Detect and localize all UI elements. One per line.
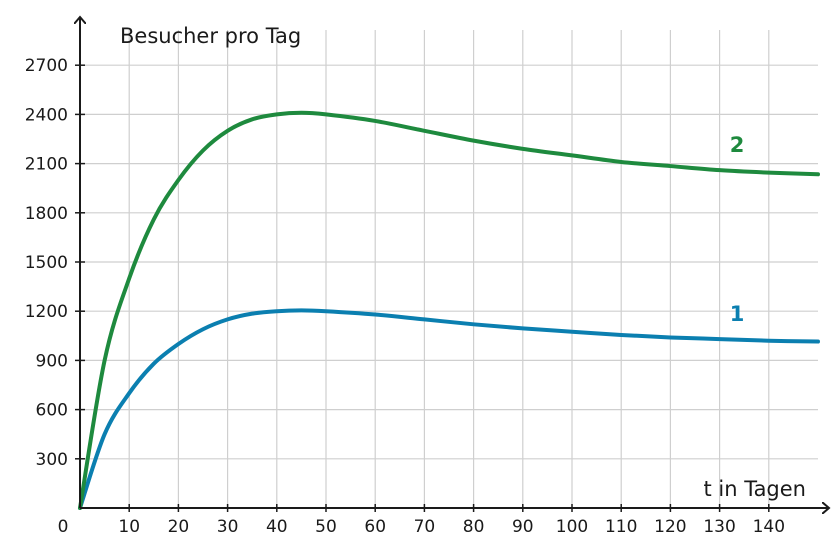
y-tick-label: 300 xyxy=(36,450,68,470)
x-tick-label: 60 xyxy=(364,517,386,537)
x-tick-label: 0 xyxy=(58,517,69,537)
x-tick-label: 120 xyxy=(654,517,686,537)
y-tick-label: 2100 xyxy=(25,155,68,175)
x-tick-labels: 0 10 20 30 40 50 60 70 80 90 100 110 120 130 140 xyxy=(58,504,785,537)
y-tick-labels: 300 600 900 1200 1500 1800 2100 2400 2700 xyxy=(25,56,85,470)
y-tick-label: 1800 xyxy=(25,204,68,224)
x-tick-label: 80 xyxy=(463,517,485,537)
x-tick-label: 130 xyxy=(703,517,735,537)
series-lines xyxy=(78,110,820,510)
series-line-1 xyxy=(78,308,820,510)
series-label-1: 1 xyxy=(730,302,745,326)
x-tick-label: 50 xyxy=(315,517,337,537)
x-tick-label: 100 xyxy=(556,517,588,537)
x-tick-label: 140 xyxy=(753,517,785,537)
y-tick-label: 900 xyxy=(36,351,68,371)
y-tick-label: 1200 xyxy=(25,302,68,322)
x-tick-label: 70 xyxy=(414,517,436,537)
y-tick-label: 1500 xyxy=(25,253,68,273)
x-tick-label: 110 xyxy=(605,517,637,537)
x-axis-title: t in Tagen xyxy=(703,477,806,501)
y-tick-label: 2700 xyxy=(25,56,68,76)
y-axis-title: Besucher pro Tag xyxy=(120,24,301,48)
y-tick-label: 600 xyxy=(36,401,68,421)
series-line-2 xyxy=(78,110,820,510)
series-labels: 12 xyxy=(730,133,745,326)
x-tick-label: 10 xyxy=(118,517,140,537)
x-tick-label: 30 xyxy=(217,517,239,537)
grid xyxy=(80,30,818,508)
x-tick-label: 40 xyxy=(266,517,288,537)
x-tick-label: 90 xyxy=(512,517,534,537)
series-label-2: 2 xyxy=(730,133,745,157)
x-tick-label: 20 xyxy=(168,517,190,537)
y-tick-label: 2400 xyxy=(25,105,68,125)
